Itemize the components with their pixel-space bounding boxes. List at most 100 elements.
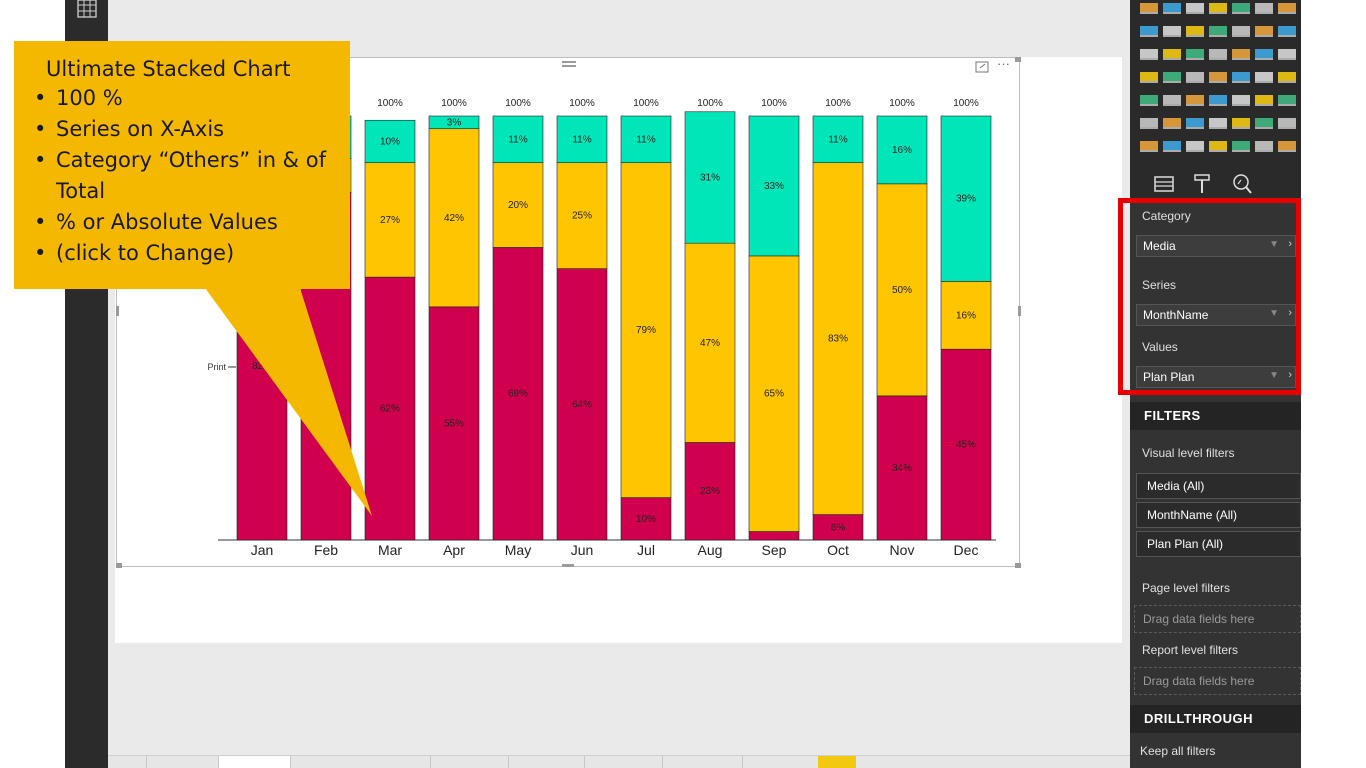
visual-type-icon[interactable] (1140, 65, 1158, 83)
visual-type-icon[interactable] (1278, 134, 1296, 152)
page-filters-drop-zone[interactable]: Drag data fields here (1134, 605, 1301, 633)
visual-type-icon[interactable] (1255, 19, 1273, 37)
filter-card-media[interactable]: Media (All) (1136, 473, 1301, 499)
series-field[interactable]: MonthName ▼ › (1136, 304, 1296, 326)
page-tab[interactable] (662, 756, 742, 768)
visual-type-icon[interactable] (1163, 42, 1181, 60)
visual-type-icon[interactable] (1255, 88, 1273, 106)
page-tab[interactable] (742, 756, 818, 768)
chevron-down-icon[interactable]: ▼ (1269, 239, 1279, 250)
resize-handle-corner-bl[interactable] (116, 563, 122, 568)
resize-handle-right[interactable] (1018, 306, 1021, 316)
visual-type-icon[interactable] (1232, 111, 1250, 129)
resize-handle-bottom[interactable] (562, 564, 574, 567)
bar-segment[interactable] (620, 162, 672, 498)
bar-segment[interactable] (556, 115, 608, 163)
bar-segment[interactable] (876, 183, 928, 397)
values-field[interactable]: Plan Plan ▼ › (1136, 366, 1296, 388)
visual-type-icon[interactable] (1140, 42, 1158, 60)
drag-handle-icon[interactable] (562, 61, 576, 63)
bar-segment[interactable] (364, 162, 416, 278)
bar-segment[interactable] (940, 348, 992, 541)
bar-segment[interactable] (492, 115, 544, 163)
visual-type-icon[interactable] (1186, 19, 1204, 37)
page-tab[interactable] (430, 756, 508, 768)
visual-type-icon[interactable] (1163, 88, 1181, 106)
bar-segment[interactable] (364, 276, 416, 541)
visual-type-icon[interactable] (1232, 65, 1250, 83)
bar-segment[interactable] (812, 514, 864, 541)
more-options-icon[interactable]: ··· (997, 56, 1010, 71)
bar-segment[interactable] (556, 268, 608, 541)
visual-type-icon[interactable] (1163, 111, 1181, 129)
visual-type-icon[interactable] (1209, 42, 1227, 60)
resize-handle-corner-tr[interactable] (1015, 57, 1021, 62)
bar-segment[interactable] (556, 162, 608, 269)
visual-type-icon[interactable] (1278, 19, 1296, 37)
visual-type-icon[interactable] (1140, 134, 1158, 152)
add-page-button[interactable] (818, 756, 856, 768)
visual-type-icon[interactable] (1186, 111, 1204, 129)
bar-segment[interactable] (428, 306, 480, 541)
visual-type-icon[interactable] (1140, 0, 1158, 14)
bar-segment[interactable] (492, 247, 544, 541)
visual-type-icon[interactable] (1255, 134, 1273, 152)
report-filters-drop-zone[interactable]: Drag data fields here (1134, 667, 1301, 695)
page-tab-active[interactable] (218, 756, 290, 768)
visual-type-icon[interactable] (1278, 42, 1296, 60)
visual-type-icon[interactable] (1163, 19, 1181, 37)
bar-segment[interactable] (812, 115, 864, 163)
category-field[interactable]: Media ▼ › (1136, 235, 1296, 257)
visual-type-icon[interactable] (1186, 65, 1204, 83)
page-tab[interactable] (508, 756, 584, 768)
visual-type-icon[interactable] (1209, 111, 1227, 129)
visual-type-icon[interactable] (1163, 65, 1181, 83)
visual-type-icon[interactable] (1255, 0, 1273, 14)
remove-field-icon[interactable]: › (1288, 307, 1292, 319)
visual-type-icon[interactable] (1232, 88, 1250, 106)
visual-type-icon[interactable] (1255, 42, 1273, 60)
bar-segment[interactable] (748, 531, 800, 541)
visual-type-icon[interactable] (1140, 111, 1158, 129)
remove-field-icon[interactable]: › (1288, 369, 1292, 381)
page-tab[interactable] (584, 756, 662, 768)
visual-type-icon[interactable] (1278, 65, 1296, 83)
bar-segment[interactable] (876, 395, 928, 541)
visual-type-icon[interactable] (1209, 134, 1227, 152)
drag-handle-icon-2[interactable] (562, 65, 576, 67)
visual-type-icon[interactable] (1278, 88, 1296, 106)
format-paint-roller-icon[interactable] (1190, 172, 1214, 196)
bar-segment[interactable] (684, 111, 736, 244)
bar-segment[interactable] (748, 255, 800, 532)
visual-type-icon[interactable] (1209, 65, 1227, 83)
bar-segment[interactable] (684, 242, 736, 443)
focus-mode-icon[interactable] (975, 61, 989, 73)
visual-type-icon[interactable] (1186, 88, 1204, 106)
bar-segment[interactable] (876, 115, 928, 185)
bar-segment[interactable] (940, 115, 992, 282)
chevron-down-icon[interactable]: ▼ (1269, 308, 1279, 319)
fields-tab-icon[interactable] (1152, 172, 1176, 196)
visual-type-icon[interactable] (1186, 0, 1204, 14)
visual-type-icon[interactable] (1209, 88, 1227, 106)
visual-type-icon[interactable] (1255, 65, 1273, 83)
page-tab[interactable] (146, 756, 218, 768)
chevron-down-icon[interactable]: ▼ (1269, 370, 1279, 381)
visual-type-icon[interactable] (1163, 134, 1181, 152)
filter-card-plan[interactable]: Plan Plan (All) (1136, 531, 1301, 557)
visual-type-icon[interactable] (1163, 0, 1181, 14)
visual-type-icon[interactable] (1209, 19, 1227, 37)
visual-type-icon[interactable] (1232, 19, 1250, 37)
filter-card-monthname[interactable]: MonthName (All) (1136, 502, 1301, 528)
bar-segment[interactable] (748, 115, 800, 257)
page-tab[interactable] (290, 756, 430, 768)
bar-segment[interactable] (684, 442, 736, 541)
bar-segment[interactable] (364, 119, 416, 163)
visual-type-icon[interactable] (1278, 111, 1296, 129)
visual-type-icon[interactable] (1140, 88, 1158, 106)
visual-type-icon[interactable] (1278, 0, 1296, 14)
resize-handle-corner-br[interactable] (1015, 563, 1021, 568)
visual-type-icon[interactable] (1232, 0, 1250, 14)
visual-type-icon[interactable] (1232, 42, 1250, 60)
analytics-magnifier-icon[interactable] (1230, 172, 1254, 196)
